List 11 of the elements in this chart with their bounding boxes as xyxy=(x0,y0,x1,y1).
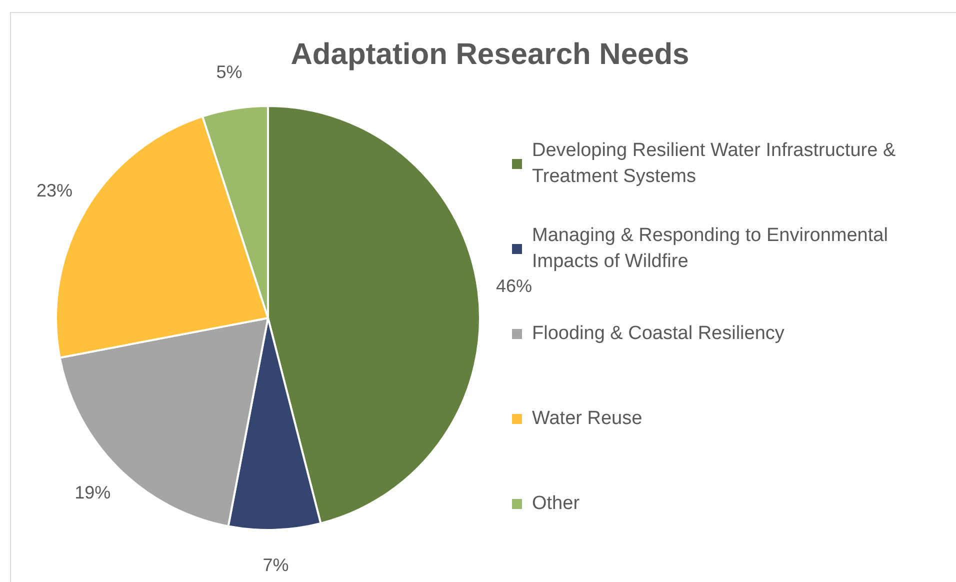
chart-title: Adaptation Research Needs xyxy=(290,38,690,71)
data-label: 46% xyxy=(496,276,532,296)
data-label: 23% xyxy=(36,180,73,201)
legend-label: Developing Resilient Water Infrastructure & Treatment Systems xyxy=(532,138,897,188)
legend-label: Managing & Responding to Environmental Impacts of Wildfire xyxy=(532,224,889,274)
legend-label: Other xyxy=(532,492,580,516)
legend-label: Flooding & Coastal Resiliency xyxy=(532,322,784,346)
legend-label: Water Reuse xyxy=(532,406,642,430)
data-label: 7% xyxy=(262,554,289,575)
data-label: 5% xyxy=(216,62,242,82)
data-label: 19% xyxy=(74,482,111,502)
